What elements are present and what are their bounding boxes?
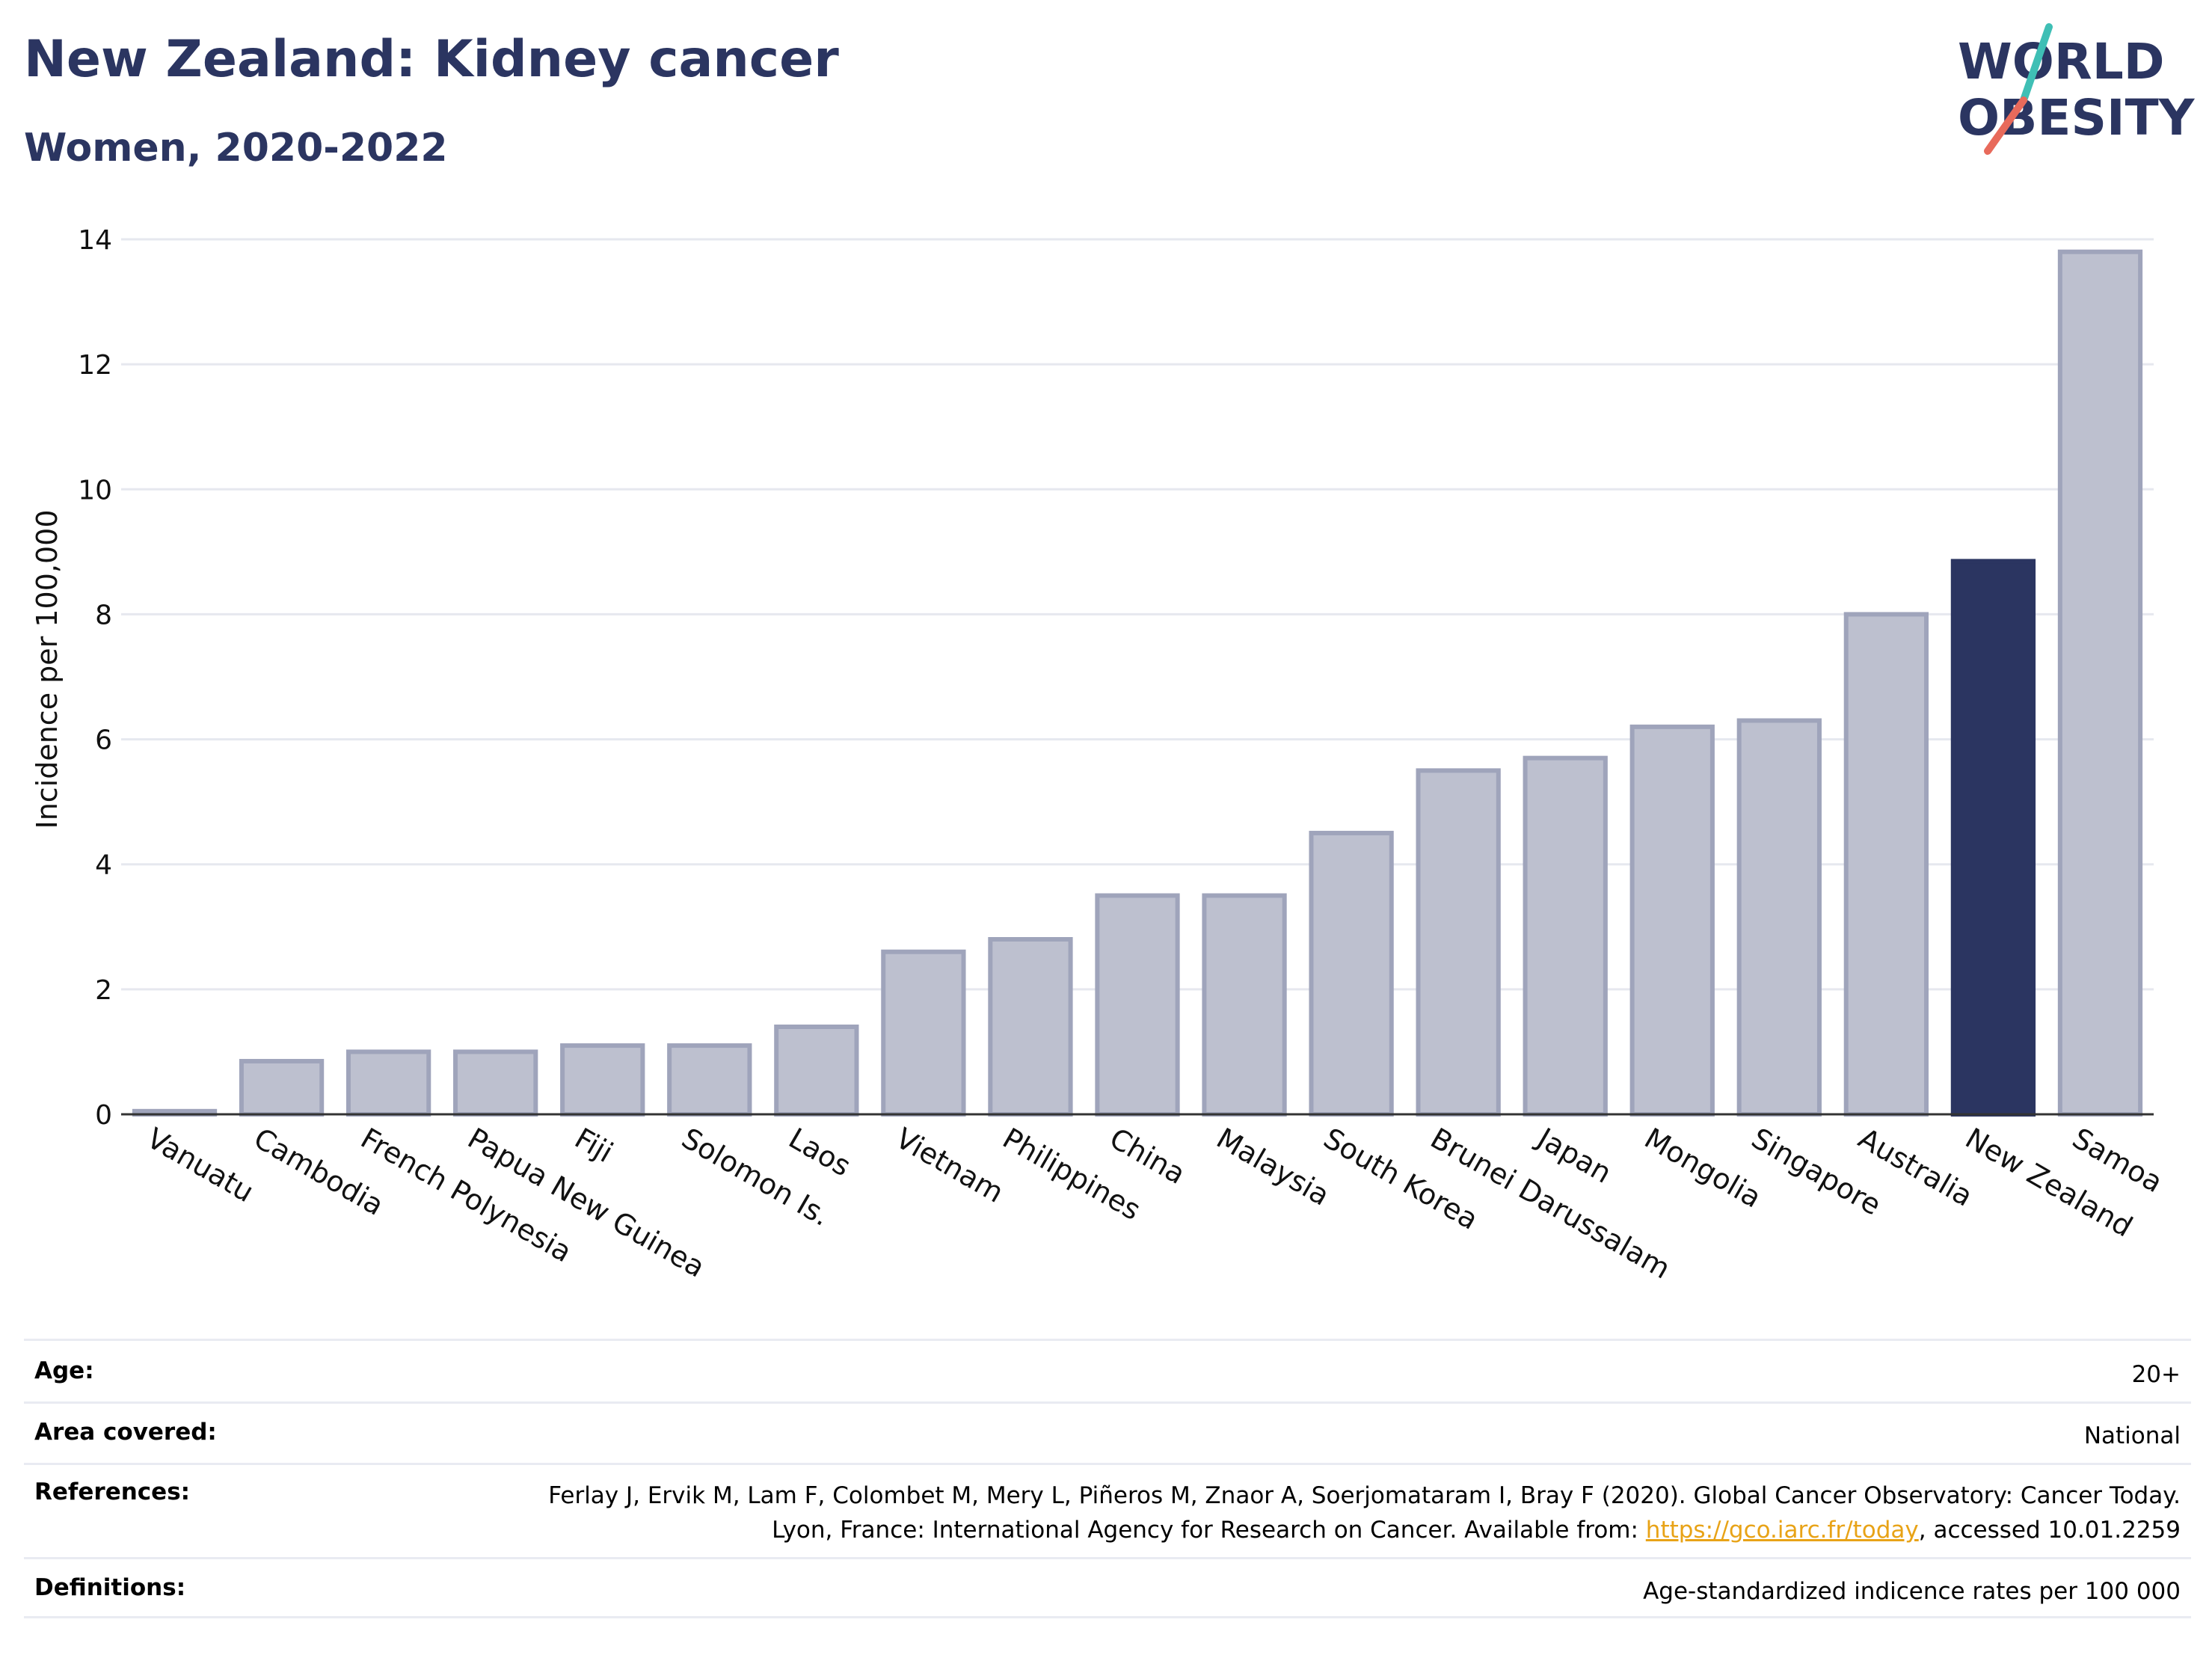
y-tick-label: 4 <box>95 850 112 881</box>
bar-australia <box>1843 612 1929 1117</box>
logo-line1: WORLD <box>1958 33 2165 90</box>
info-row-references: References: Ferlay J, Ervik M, Lam F, Co… <box>24 1463 2191 1557</box>
x-tick-label: Mongolia <box>1639 1122 1767 1215</box>
y-tick-label: 14 <box>78 225 112 256</box>
bar-samoa <box>2057 249 2143 1117</box>
info-row-age: Age: 20+ <box>24 1339 2191 1401</box>
age-value: 20+ <box>2131 1361 2181 1388</box>
bar-japan <box>1523 755 1608 1117</box>
bar-singapore <box>1736 718 1822 1117</box>
references-text: Ferlay J, Ervik M, Lam F, Colombet M, Me… <box>548 1482 2181 1544</box>
x-tick-label: China <box>1105 1122 1191 1191</box>
x-tick-label: Vietnam <box>890 1122 1009 1209</box>
x-tick-label: Laos <box>783 1122 856 1183</box>
logo-slash-teal <box>2020 23 2053 104</box>
bar-brunei-darussalam <box>1416 768 1501 1117</box>
y-axis-label: Incidence per 100,000 <box>31 509 64 829</box>
bar-solomon-is- <box>667 1043 752 1117</box>
references-link[interactable]: https://gco.iarc.fr/today <box>1645 1517 1919 1544</box>
references-suffix: , accessed 10.01.2259 <box>1918 1517 2181 1544</box>
bar-papua-new-guinea <box>453 1049 538 1117</box>
bar-mongolia <box>1629 724 1715 1117</box>
page-subtitle: Women, 2020-2022 <box>24 126 448 171</box>
chart-bars <box>132 249 2143 1117</box>
x-tick-label: Vanuatu <box>141 1122 259 1209</box>
area-value: National <box>2083 1422 2181 1449</box>
info-table: Age: 20+ Area covered: National Referenc… <box>24 1339 2191 1618</box>
bar-cambodia <box>239 1058 325 1117</box>
info-row-definitions: Definitions: Age-standardized indicence … <box>24 1557 2191 1618</box>
x-tick-label: Malaysia <box>1211 1122 1336 1212</box>
bar-new-zealand <box>1950 559 2036 1117</box>
bar-vietnam <box>881 949 966 1117</box>
x-tick-label: Fiji <box>569 1122 618 1169</box>
bar-south-korea <box>1309 830 1394 1117</box>
definitions-value: Age-standardized indicence rates per 100… <box>1643 1578 2181 1605</box>
bar-malaysia <box>1202 893 1287 1117</box>
area-label: Area covered: <box>34 1419 217 1446</box>
bar-french-polynesia <box>345 1049 431 1117</box>
info-row-area: Area covered: National <box>24 1401 2191 1463</box>
y-axis-ticks: 0 2 4 6 8 10 12 14 <box>78 225 112 1131</box>
y-tick-label: 0 <box>95 1100 112 1131</box>
definitions-label: Definitions: <box>34 1574 186 1601</box>
y-tick-label: 12 <box>78 350 112 381</box>
y-tick-label: 2 <box>95 975 112 1006</box>
references-label: References: <box>34 1479 191 1505</box>
bar-philippines <box>988 937 1073 1117</box>
x-tick-label: Japan <box>1531 1121 1617 1190</box>
references-value: Ferlay J, Ervik M, Lam F, Colombet M, Me… <box>535 1479 2191 1547</box>
age-label: Age: <box>34 1357 94 1384</box>
bar-fiji <box>560 1043 645 1117</box>
bar-china <box>1095 893 1180 1117</box>
y-tick-label: 10 <box>78 475 112 506</box>
world-obesity-logo: WORLD OBESITY <box>1958 23 2196 155</box>
bar-laos <box>774 1025 859 1117</box>
y-tick-label: 8 <box>95 600 112 630</box>
y-tick-label: 6 <box>95 725 112 756</box>
logo-slash-coral <box>1984 96 2027 155</box>
page-title: New Zealand: Kidney cancer <box>24 30 839 89</box>
